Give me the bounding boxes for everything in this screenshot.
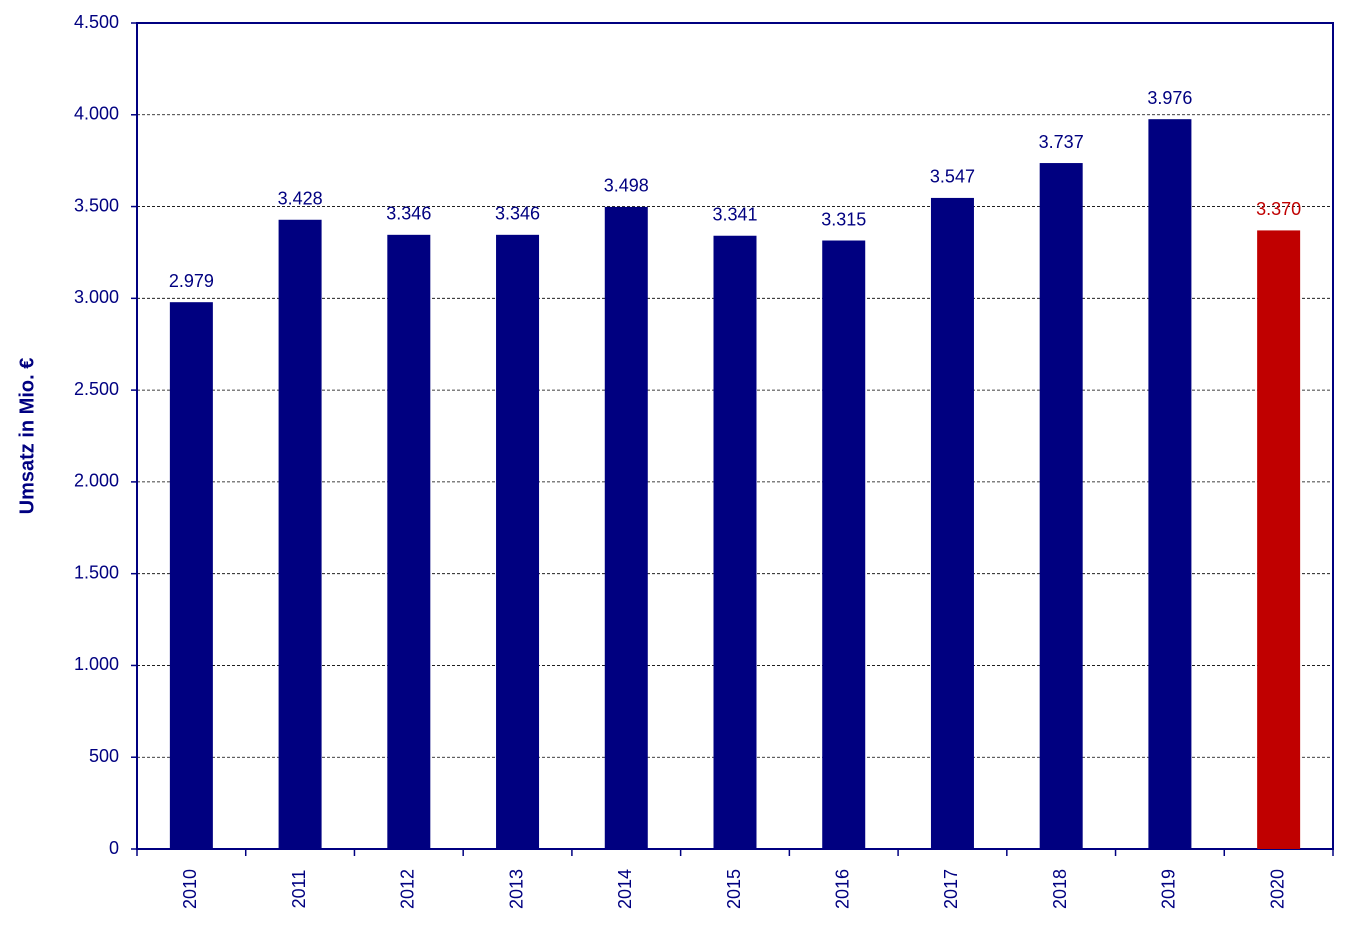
bar <box>387 234 431 849</box>
y-tick-label: 1.000 <box>74 654 119 674</box>
x-tick-label: 2017 <box>941 869 961 909</box>
y-axis-label: Umsatz in Mio. € <box>16 358 38 515</box>
x-tick-label: 2011 <box>289 870 309 909</box>
bar <box>930 197 974 849</box>
y-tick-label: 3.000 <box>74 287 119 307</box>
value-label: 3.315 <box>821 209 866 229</box>
y-tick-label: 1.500 <box>74 562 119 582</box>
y-tick-label: 500 <box>89 746 119 766</box>
x-tick-label: 2014 <box>615 869 635 909</box>
y-tick-label: 3.500 <box>74 195 119 215</box>
bar <box>278 219 322 850</box>
bar <box>1257 230 1301 849</box>
bar <box>822 240 866 850</box>
value-label: 3.346 <box>386 204 431 224</box>
x-tick-label: 2015 <box>724 869 744 909</box>
value-label: 3.370 <box>1256 199 1301 219</box>
y-tick-label: 2.000 <box>74 471 119 491</box>
bar <box>496 234 540 849</box>
value-label: 3.976 <box>1147 88 1192 108</box>
value-label: 3.498 <box>604 176 649 196</box>
x-tick-label: 2016 <box>832 869 852 909</box>
y-tick-label: 2.500 <box>74 379 119 399</box>
value-label: 3.341 <box>712 204 757 224</box>
bar <box>1039 163 1083 850</box>
bar <box>1148 119 1192 850</box>
bar <box>713 235 757 849</box>
bar <box>604 206 648 849</box>
x-tick-label: 2010 <box>180 869 200 909</box>
y-tick-label: 4.500 <box>74 12 119 32</box>
x-tick-label: 2013 <box>506 869 526 909</box>
value-label: 3.737 <box>1039 132 1084 152</box>
x-tick-label: 2019 <box>1159 869 1179 909</box>
x-tick-label: 2012 <box>398 869 418 909</box>
value-label: 3.547 <box>930 167 975 187</box>
value-label: 2.979 <box>169 271 214 291</box>
value-label: 3.428 <box>278 189 323 209</box>
y-tick-label: 4.000 <box>74 104 119 124</box>
value-label: 3.346 <box>495 204 540 224</box>
y-tick-label: 0 <box>109 838 119 858</box>
bar <box>169 302 213 849</box>
x-tick-label: 2018 <box>1050 869 1070 909</box>
x-tick-label: 2020 <box>1267 869 1287 909</box>
